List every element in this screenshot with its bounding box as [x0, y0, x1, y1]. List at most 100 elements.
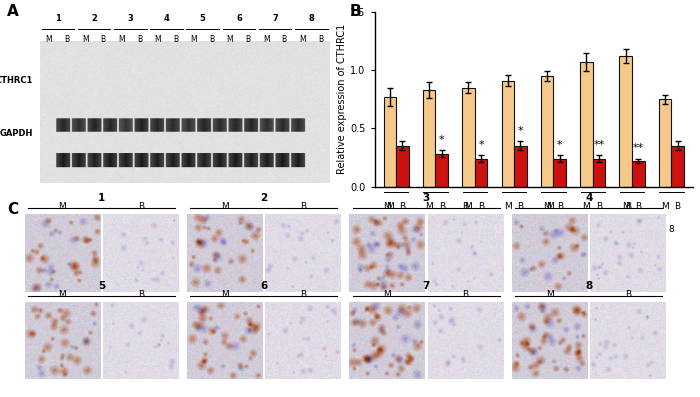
- Text: 6: 6: [590, 225, 596, 234]
- Text: M: M: [465, 202, 472, 211]
- Text: M: M: [154, 35, 161, 44]
- Text: 8: 8: [668, 225, 674, 234]
- Text: M: M: [543, 202, 551, 211]
- Text: B: B: [64, 35, 69, 44]
- Text: 7: 7: [423, 281, 430, 291]
- Text: M: M: [383, 289, 391, 299]
- Text: 5: 5: [98, 281, 105, 291]
- Text: B: B: [439, 202, 444, 211]
- Text: M: M: [46, 35, 52, 44]
- Text: B: B: [209, 35, 214, 44]
- Text: M: M: [58, 289, 66, 299]
- Text: M: M: [220, 289, 229, 299]
- Text: M: M: [545, 202, 554, 211]
- Text: B: B: [400, 202, 405, 211]
- Text: B: B: [636, 202, 641, 211]
- Text: 2: 2: [260, 193, 267, 203]
- Text: 5: 5: [550, 225, 556, 234]
- Bar: [554, 159, 566, 187]
- Text: M: M: [582, 202, 590, 211]
- Text: M: M: [227, 35, 233, 44]
- Text: 1: 1: [55, 14, 61, 23]
- Text: **: **: [633, 143, 644, 153]
- Bar: [396, 146, 409, 187]
- Text: 7: 7: [629, 225, 635, 234]
- Text: M: M: [220, 202, 229, 211]
- Text: C: C: [7, 202, 18, 218]
- Text: M: M: [622, 202, 629, 211]
- Text: 5: 5: [199, 14, 206, 23]
- Bar: [659, 99, 671, 187]
- Text: M: M: [426, 202, 433, 211]
- Bar: [593, 159, 606, 187]
- Text: 2: 2: [91, 14, 97, 23]
- Text: M: M: [504, 202, 512, 211]
- Text: M: M: [58, 202, 66, 211]
- Text: CTHRC1: CTHRC1: [0, 76, 34, 85]
- Text: 3: 3: [423, 193, 430, 203]
- Text: *: *: [439, 135, 444, 145]
- Text: B: B: [173, 35, 178, 44]
- Bar: [462, 88, 475, 187]
- Bar: [423, 90, 435, 187]
- Text: *: *: [517, 126, 523, 136]
- Text: 4: 4: [585, 193, 592, 203]
- Bar: [501, 81, 514, 187]
- Bar: [435, 154, 448, 187]
- Text: M: M: [383, 202, 391, 211]
- Text: 7: 7: [272, 14, 278, 23]
- Text: B: B: [318, 35, 323, 44]
- Text: B: B: [137, 35, 142, 44]
- Text: B: B: [281, 35, 287, 44]
- Text: B: B: [300, 289, 306, 299]
- Text: 6: 6: [236, 14, 242, 23]
- Text: B: B: [300, 202, 306, 211]
- Text: M: M: [118, 35, 125, 44]
- Text: 8: 8: [585, 281, 592, 291]
- Text: B: B: [463, 202, 468, 211]
- Text: M: M: [190, 35, 197, 44]
- Text: M: M: [299, 35, 306, 44]
- Bar: [541, 76, 554, 187]
- Text: 6: 6: [260, 281, 267, 291]
- Text: 2: 2: [433, 225, 438, 234]
- Bar: [514, 146, 526, 187]
- Text: 1: 1: [393, 225, 399, 234]
- Text: B: B: [138, 289, 144, 299]
- Text: GAPDH: GAPDH: [0, 129, 34, 138]
- Text: 1: 1: [98, 193, 105, 203]
- Text: B: B: [625, 289, 631, 299]
- Text: M: M: [545, 289, 554, 299]
- Text: B: B: [478, 202, 484, 211]
- Text: B: B: [138, 202, 144, 211]
- Text: M: M: [82, 35, 88, 44]
- Text: M: M: [386, 202, 393, 211]
- Text: B: B: [625, 202, 631, 211]
- Text: 8: 8: [309, 14, 314, 23]
- Text: B: B: [675, 202, 680, 211]
- Text: B: B: [463, 289, 468, 299]
- Text: B: B: [596, 202, 602, 211]
- Bar: [671, 146, 684, 187]
- Text: 4: 4: [164, 14, 169, 23]
- Text: **: **: [594, 140, 605, 150]
- Text: B: B: [556, 202, 563, 211]
- Y-axis label: Relative expression of CTHRC1: Relative expression of CTHRC1: [337, 24, 347, 174]
- Text: 4: 4: [511, 225, 517, 234]
- Text: B: B: [350, 4, 362, 19]
- Bar: [475, 159, 487, 187]
- Text: M: M: [662, 202, 669, 211]
- Text: M: M: [262, 35, 270, 44]
- Text: B: B: [246, 35, 251, 44]
- Bar: [384, 97, 396, 187]
- Text: A: A: [7, 4, 19, 19]
- Text: *: *: [478, 140, 484, 150]
- Bar: [620, 56, 632, 187]
- Bar: [580, 62, 593, 187]
- Text: *: *: [557, 140, 563, 150]
- Text: B: B: [517, 202, 524, 211]
- Bar: [632, 161, 645, 187]
- Text: 3: 3: [472, 225, 477, 234]
- Text: B: B: [101, 35, 106, 44]
- Text: 3: 3: [127, 14, 133, 23]
